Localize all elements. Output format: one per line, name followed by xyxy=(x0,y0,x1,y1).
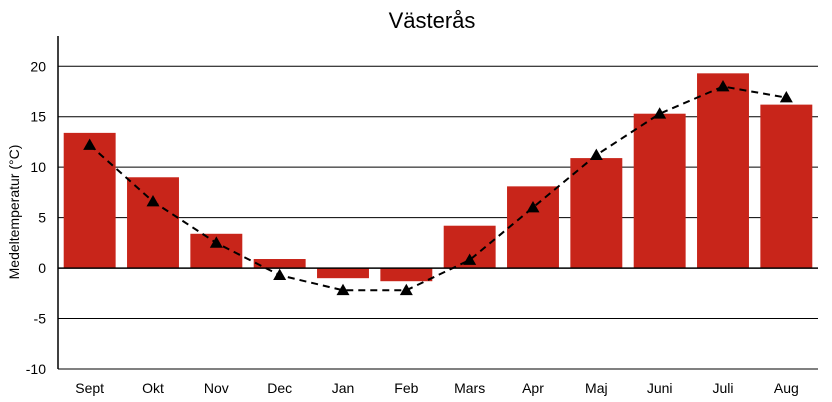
x-tick-label: Aug xyxy=(774,380,799,396)
bar xyxy=(697,73,749,269)
line-point xyxy=(209,236,223,248)
line-point xyxy=(336,283,350,296)
x-tick-label: Sept xyxy=(75,380,104,396)
line-point xyxy=(653,107,667,119)
bar xyxy=(507,186,559,269)
chart-title: Västerås xyxy=(389,8,476,33)
x-tick-label: Juli xyxy=(712,380,733,396)
bar xyxy=(253,259,306,269)
x-tick-label: Dec xyxy=(267,380,292,396)
x-tick-label: Maj xyxy=(585,380,608,396)
y-tick-label: 10 xyxy=(30,159,46,175)
line-point xyxy=(589,148,603,160)
bar xyxy=(570,158,623,269)
bar xyxy=(127,177,179,269)
bar-series xyxy=(63,73,813,282)
x-tick-label: Jan xyxy=(332,380,355,396)
y-tick-label: 0 xyxy=(38,260,46,276)
bar xyxy=(380,268,433,282)
y-axis-label: Medeltemperatur (°C) xyxy=(6,145,22,280)
line-point xyxy=(716,79,730,92)
line-point xyxy=(273,268,287,281)
bar xyxy=(760,104,813,269)
y-tick-label: -10 xyxy=(26,361,46,377)
y-tick-label: 20 xyxy=(30,58,46,74)
line-point xyxy=(146,194,160,207)
line-point xyxy=(526,201,540,213)
x-tick-label: Nov xyxy=(204,380,229,396)
line-point xyxy=(463,253,477,265)
y-tick-label: 15 xyxy=(30,109,46,125)
series-line xyxy=(89,85,787,292)
line-point xyxy=(399,283,413,296)
bar xyxy=(317,268,369,279)
x-tick-label: Apr xyxy=(522,380,544,396)
x-tick-label: Mars xyxy=(454,380,485,396)
line-point xyxy=(83,138,97,150)
axes xyxy=(57,36,818,370)
line-point xyxy=(779,91,793,103)
x-tick-label: Feb xyxy=(394,380,418,396)
bar xyxy=(63,132,116,269)
y-tick-labels: -10 -5 0 5 10 15 20 xyxy=(26,58,46,377)
x-tick-labels: Sept Okt Nov Dec Jan Feb Mars Apr Maj Juni Juli Aug xyxy=(75,380,799,396)
line-series xyxy=(83,79,793,296)
x-tick-label: Juni xyxy=(647,380,673,396)
y-tick-label: -5 xyxy=(34,311,47,327)
bar xyxy=(633,113,686,269)
y-tick-label: 5 xyxy=(38,210,46,226)
x-tick-label: Okt xyxy=(142,380,164,396)
